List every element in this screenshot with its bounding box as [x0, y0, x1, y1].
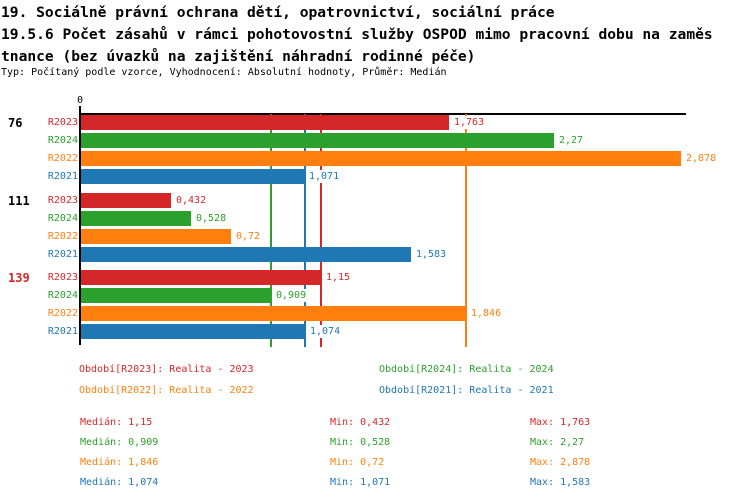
median-line-R2022 — [464, 114, 467, 347]
series-label-R2022: R2022 — [47, 231, 78, 242]
stat-median-R2021: Medián: 1,074 — [80, 477, 159, 488]
value-label-111-R2023: 0,432 — [175, 194, 208, 207]
stat-median-R2024: Medián: 0,909 — [80, 437, 159, 448]
value-label-139-R2023: 1,15 — [325, 271, 352, 284]
value-label-76-R2021: 1,071 — [308, 170, 341, 183]
value-label-76-R2023: 1,763 — [453, 116, 486, 129]
bar-139-R2023 — [81, 270, 321, 285]
stat-median-R2023: Medián: 1,15 — [80, 417, 153, 428]
stat-max-R2024: Max: 2,27 — [530, 437, 585, 448]
bar-76-R2024 — [81, 133, 554, 148]
legend-item-R2023: Období[R2023]: Realita - 2023 — [79, 364, 254, 375]
value-label-76-R2024: 2,27 — [558, 134, 585, 147]
series-label-R2021: R2021 — [47, 249, 78, 260]
stat-median-R2022: Medián: 1,846 — [80, 457, 159, 468]
series-label-R2024: R2024 — [47, 135, 78, 146]
value-label-111-R2021: 1,583 — [415, 248, 448, 261]
page-title-line2: 19.5.6 Počet zásahů v rámci pohotovostní… — [1, 26, 713, 43]
stat-min-R2023: Min: 0,432 — [330, 417, 391, 428]
legend-item-R2021: Období[R2021]: Realita - 2021 — [379, 385, 554, 396]
series-label-R2022: R2022 — [47, 153, 78, 164]
median-line-R2021 — [303, 114, 306, 347]
bar-111-R2021 — [81, 247, 411, 262]
group-label-76: 76 — [8, 116, 23, 130]
stat-max-R2023: Max: 1,763 — [530, 417, 591, 428]
series-label-R2024: R2024 — [47, 213, 78, 224]
bar-111-R2022 — [81, 229, 231, 244]
series-label-R2023: R2023 — [47, 272, 78, 283]
bar-76-R2023 — [81, 115, 449, 130]
bar-111-R2023 — [81, 193, 171, 208]
page-title-line3: tnance (bez úvazků na zajištění náhradní… — [1, 48, 476, 65]
legend-item-R2022: Období[R2022]: Realita - 2022 — [79, 385, 254, 396]
median-line-R2023 — [319, 114, 322, 347]
bar-111-R2024 — [81, 211, 191, 226]
series-label-R2022: R2022 — [47, 308, 78, 319]
stat-max-R2022: Max: 2,878 — [530, 457, 591, 468]
bar-139-R2022 — [81, 306, 466, 321]
value-label-139-R2021: 1,074 — [309, 325, 342, 338]
stat-min-R2024: Min: 0,528 — [330, 437, 391, 448]
bar-76-R2022 — [81, 151, 681, 166]
chart-subtitle: Typ: Počítaný podle vzorce, Vyhodnocení:… — [1, 67, 447, 78]
value-label-139-R2024: 0,909 — [275, 289, 308, 302]
bar-139-R2021 — [81, 324, 305, 339]
series-label-R2023: R2023 — [47, 117, 78, 128]
stat-max-R2021: Max: 1,583 — [530, 477, 591, 488]
group-label-139: 139 — [8, 271, 30, 285]
bar-76-R2021 — [81, 169, 304, 184]
series-label-R2024: R2024 — [47, 290, 78, 301]
value-label-111-R2022: 0,72 — [235, 230, 262, 243]
series-label-R2021: R2021 — [47, 326, 78, 337]
series-label-R2021: R2021 — [47, 171, 78, 182]
page-title-line1: 19. Sociálně právní ochrana dětí, opatro… — [1, 4, 555, 21]
x-axis-line — [79, 113, 686, 115]
legend-item-R2024: Období[R2024]: Realita - 2024 — [379, 364, 554, 375]
stat-min-R2022: Min: 0,72 — [330, 457, 385, 468]
value-label-76-R2022: 2,878 — [685, 152, 718, 165]
series-label-R2023: R2023 — [47, 195, 78, 206]
median-line-R2024 — [269, 114, 272, 347]
group-label-111: 111 — [8, 194, 30, 208]
value-label-111-R2024: 0,528 — [195, 212, 228, 225]
value-label-139-R2022: 1,846 — [470, 307, 503, 320]
x-axis-zero-label: 0 — [76, 95, 84, 106]
y-axis-line — [79, 106, 81, 345]
stat-min-R2021: Min: 1,071 — [330, 477, 391, 488]
bar-139-R2024 — [81, 288, 271, 303]
